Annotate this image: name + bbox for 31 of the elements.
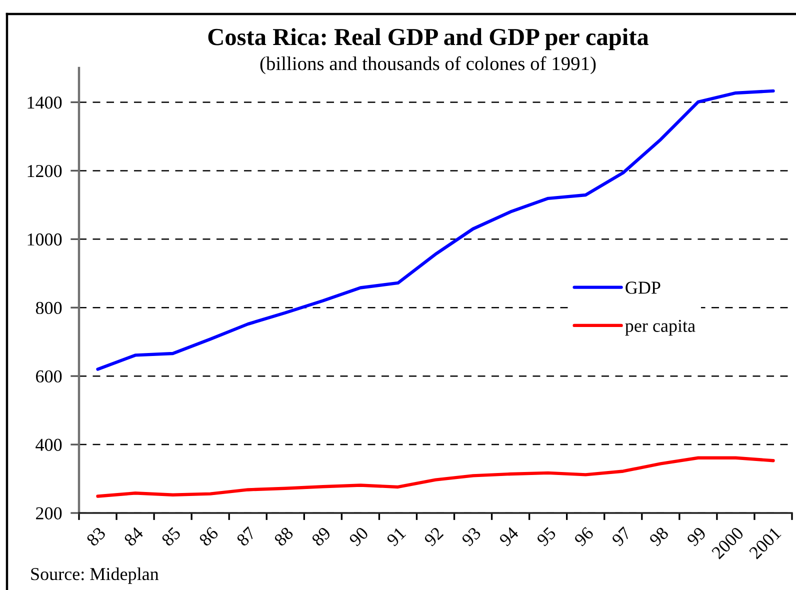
y-tick-label: 200 bbox=[36, 507, 62, 520]
x-tick-label: 86 bbox=[198, 526, 219, 547]
x-tick-label: 87 bbox=[236, 526, 256, 547]
chart-title: Costa Rica: Real GDP and GDP per capita bbox=[208, 28, 649, 50]
y-tick-label: 1400 bbox=[28, 96, 62, 109]
legend-label: per capita bbox=[625, 320, 696, 336]
x-tick-label: 93 bbox=[461, 526, 482, 547]
x-tick-label: 85 bbox=[160, 526, 182, 547]
x-tick-label: 83 bbox=[86, 526, 106, 547]
x-tick-label: 96 bbox=[574, 526, 594, 547]
x-tick-label: 98 bbox=[648, 526, 670, 547]
y-tick-label: 600 bbox=[36, 370, 62, 383]
line-series bbox=[96, 89, 775, 371]
y-tick-label: 1000 bbox=[28, 233, 62, 246]
legend-label: GDP bbox=[626, 282, 660, 294]
y-tick-label: 400 bbox=[36, 438, 62, 451]
y-tick-label: 800 bbox=[36, 302, 62, 314]
chart-subtitle: (billions and thousands of colones of 1991) bbox=[260, 56, 596, 74]
x-tick-label: 91 bbox=[386, 526, 406, 547]
x-tick-label: 92 bbox=[424, 526, 444, 547]
x-tick-label: 90 bbox=[348, 526, 369, 547]
x-tick-label: 97 bbox=[611, 526, 632, 547]
x-tick-label: 89 bbox=[311, 526, 332, 547]
line-series bbox=[96, 456, 775, 498]
y-tick-label: 1200 bbox=[28, 164, 62, 178]
x-tick-label: 84 bbox=[123, 526, 144, 547]
x-tick-label: 94 bbox=[498, 526, 520, 547]
x-tick-label: 99 bbox=[686, 526, 707, 547]
x-tick-label: 88 bbox=[273, 526, 294, 547]
source-note: Source: Mideplan bbox=[31, 567, 159, 584]
x-tick-label: 95 bbox=[536, 526, 557, 547]
